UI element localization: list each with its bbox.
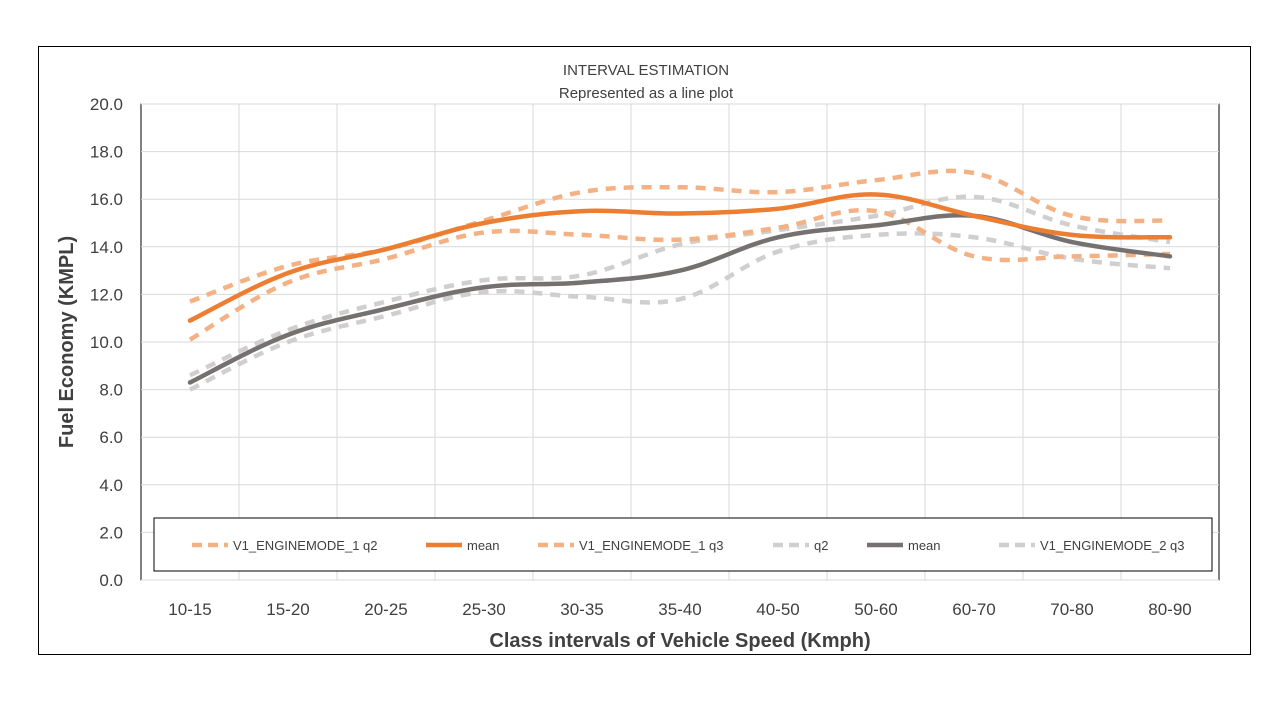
y-tick-label: 16.0 — [90, 190, 123, 209]
x-tick-label: 25-30 — [462, 600, 505, 619]
x-tick-label: 20-25 — [364, 600, 407, 619]
x-tick-label: 80-90 — [1148, 600, 1191, 619]
series-lines — [187, 168, 1173, 392]
x-tick-label: 60-70 — [952, 600, 995, 619]
x-tick-label: 15-20 — [266, 600, 309, 619]
y-tick-label: 4.0 — [99, 476, 123, 495]
legend-label: V1_ENGINEMODE_2 q3 — [1040, 538, 1185, 553]
y-tick-label: 6.0 — [99, 428, 123, 447]
x-tick-label: 35-40 — [658, 600, 701, 619]
legend-label: mean — [908, 538, 941, 553]
chart-subtitle: Represented as a line plot — [559, 85, 734, 102]
x-tick-label: 40-50 — [756, 600, 799, 619]
x-tick-label: 30-35 — [560, 600, 603, 619]
legend: V1_ENGINEMODE_1 q2 mean V1_ENGINEMODE_1 q3… — [153, 517, 1213, 572]
y-tick-label: 8.0 — [99, 381, 123, 400]
x-tick-label: 70-80 — [1050, 600, 1093, 619]
legend-label: mean — [467, 538, 500, 553]
line-chart: INTERVAL ESTIMATION Represented as a lin… — [56, 62, 1220, 652]
y-tick-label: 12.0 — [90, 285, 123, 304]
y-axis-label: Fuel Economy (KMPL) — [56, 236, 78, 448]
legend-box — [153, 517, 1213, 572]
legend-label: V1_ENGINEMODE_1 q3 — [579, 538, 724, 553]
series-line-3 — [189, 194, 1171, 378]
y-tick-label: 20.0 — [90, 95, 123, 114]
series-line-2 — [188, 207, 1171, 342]
x-tick-labels: 10-15 15-20 20-25 25-30 30-35 35-40 40-50 50-60… — [168, 600, 1191, 619]
legend-label: V1_ENGINEMODE_1 q2 — [233, 538, 378, 553]
legend-label: q2 — [814, 538, 828, 553]
chart-title: INTERVAL ESTIMATION — [563, 62, 729, 79]
y-tick-labels: 0.0 2.0 4.0 6.0 8.0 10.0 12.0 14.0 16.0 18.0 20.0 — [90, 95, 123, 590]
x-tick-label: 50-60 — [854, 600, 897, 619]
series-line-1 — [187, 192, 1173, 323]
y-tick-label: 0.0 — [99, 571, 123, 590]
y-tick-label: 18.0 — [90, 143, 123, 162]
y-tick-label: 2.0 — [99, 523, 123, 542]
y-tick-label: 14.0 — [90, 238, 123, 257]
series-line-5 — [189, 231, 1171, 392]
gridlines — [141, 103, 1219, 581]
y-tick-label: 10.0 — [90, 333, 123, 352]
chart-frame: INTERVAL ESTIMATION Represented as a lin… — [38, 46, 1251, 655]
x-tick-label: 10-15 — [168, 600, 211, 619]
x-axis-label: Class intervals of Vehicle Speed (Kmph) — [489, 630, 870, 652]
